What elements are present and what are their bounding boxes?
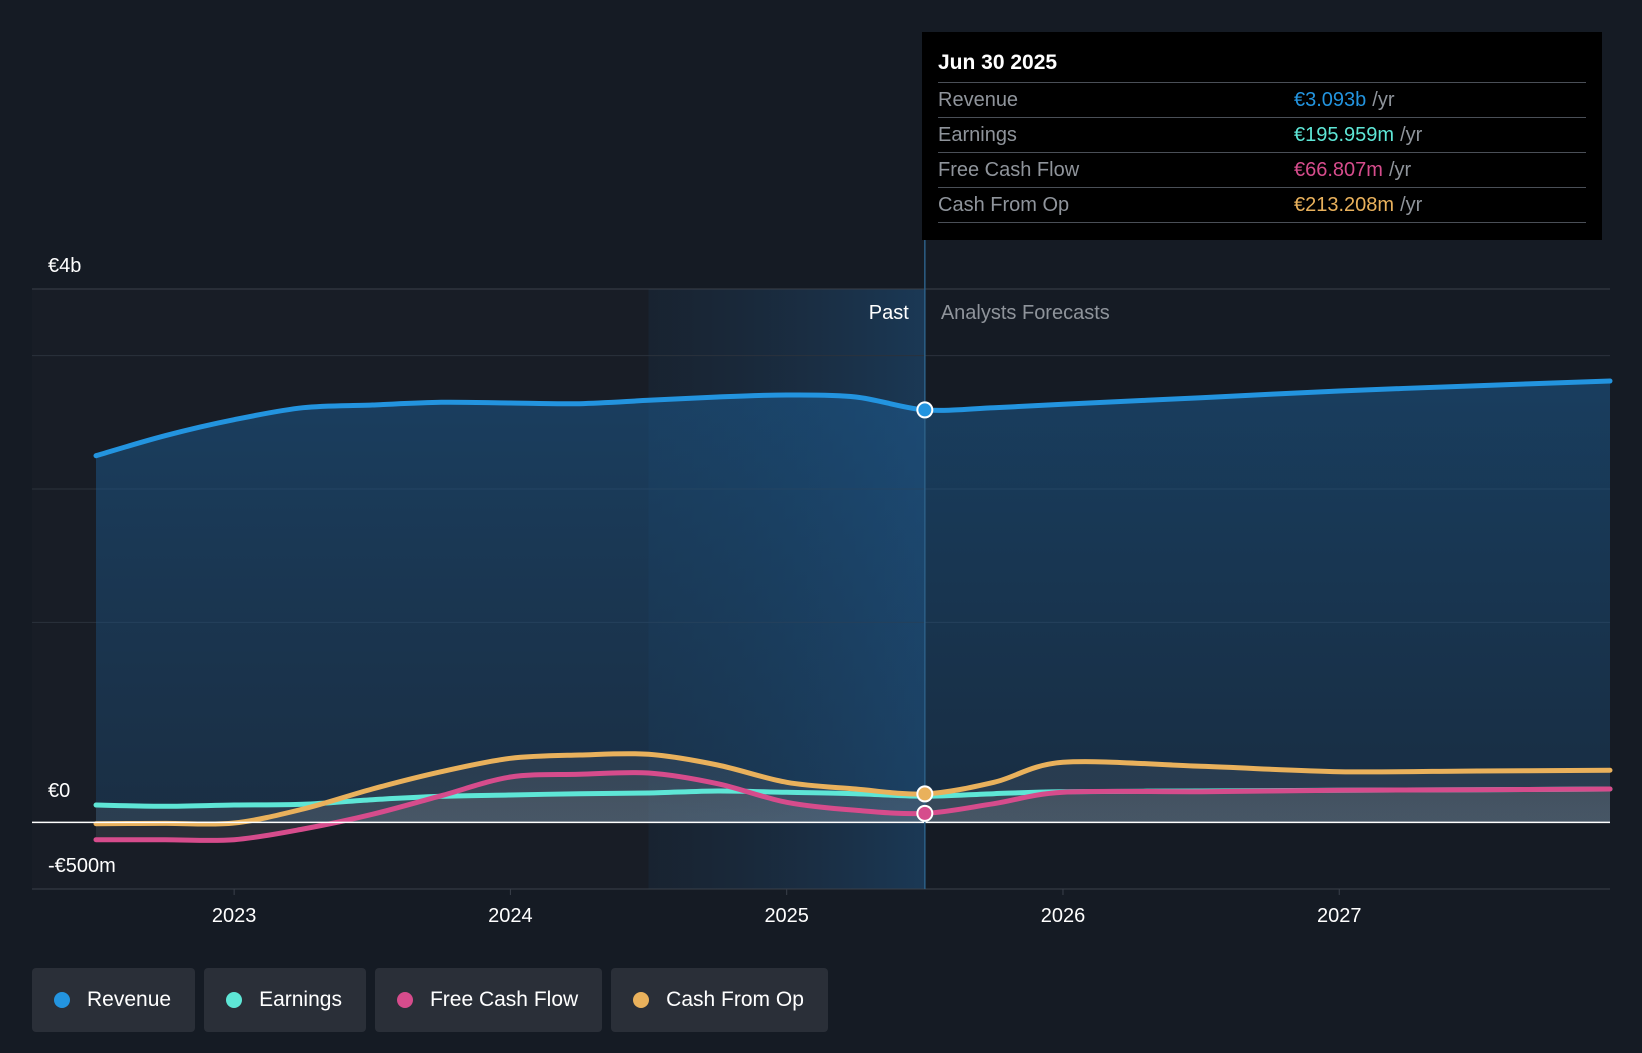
legend-dot-icon (396, 992, 413, 1008)
tooltip-label: Earnings (938, 124, 1017, 146)
legend-label: Earnings (259, 988, 342, 1011)
tooltip-row-revenue: Revenue €3.093b /yr (938, 82, 1586, 117)
tooltip-value: €3.093b (1294, 89, 1367, 111)
tooltip-date: Jun 30 2025 (938, 51, 1058, 74)
legend-dot-icon (633, 992, 650, 1008)
tooltip-value: €213.208m (1294, 194, 1395, 216)
tooltip-label: Cash From Op (938, 194, 1070, 216)
legend-item-earnings[interactable]: Earnings (204, 968, 366, 1032)
forecast-label: Analysts Forecasts (941, 302, 1110, 324)
legend-item-free-cash-flow[interactable]: Free Cash Flow (374, 968, 603, 1032)
tooltip-unit: /yr (1372, 89, 1395, 111)
tooltip-unit: /yr (1388, 159, 1412, 181)
area-revenue (96, 381, 1610, 823)
legend-label: Revenue (87, 988, 172, 1011)
series-line-cfo (93, 751, 1613, 827)
tooltip-row-earnings: Earnings €195.959m /yr (938, 117, 1586, 152)
past-label: Past (869, 302, 909, 324)
tooltip-unit: /yr (1400, 194, 1423, 216)
y-tick-label: €4b (48, 255, 81, 277)
legend-label: Cash From Op (666, 988, 804, 1011)
legend: Revenue Earnings Free Cash Flow Cash Fro… (32, 968, 828, 1032)
y-tick-label: €0 (48, 780, 70, 802)
series-lines (93, 378, 1613, 843)
x-tick-label: 2027 (1317, 905, 1362, 927)
tooltip: Jun 30 2025 Revenue €3.093b /yr Earnings… (922, 32, 1602, 240)
x-axis: 2023 2024 2025 2026 2027 (212, 889, 1362, 927)
hover-markers (916, 401, 934, 822)
x-tick-label: 2024 (488, 905, 533, 927)
tooltip-unit: /yr (1400, 124, 1423, 146)
tooltip-label: Free Cash Flow (938, 159, 1080, 181)
x-tick-label: 2025 (764, 905, 809, 927)
x-tick-label: 2026 (1041, 905, 1086, 927)
series-line-fcf (93, 769, 1613, 843)
marker-fcf (916, 804, 934, 822)
legend-label: Free Cash Flow (429, 988, 579, 1011)
legend-item-cash-from-op[interactable]: Cash From Op (611, 968, 828, 1032)
marker-cfo (916, 785, 934, 803)
legend-dot-icon (54, 992, 70, 1008)
y-tick-label: -€500m (48, 855, 116, 877)
tooltip-row-cash-from-op: Cash From Op €213.208m /yr (938, 187, 1586, 223)
tooltip-row-free-cash-flow: Free Cash Flow €66.807m /yr (938, 152, 1586, 187)
tooltip-label: Revenue (938, 89, 1019, 111)
marker-revenue (916, 401, 934, 419)
tooltip-value: €66.807m (1294, 159, 1383, 181)
legend-item-revenue[interactable]: Revenue (32, 968, 196, 1032)
tooltip-value: €195.959m (1294, 124, 1395, 146)
series-line-revenue (93, 378, 1613, 459)
x-tick-label: 2023 (212, 905, 257, 927)
legend-dot-icon (226, 992, 243, 1008)
